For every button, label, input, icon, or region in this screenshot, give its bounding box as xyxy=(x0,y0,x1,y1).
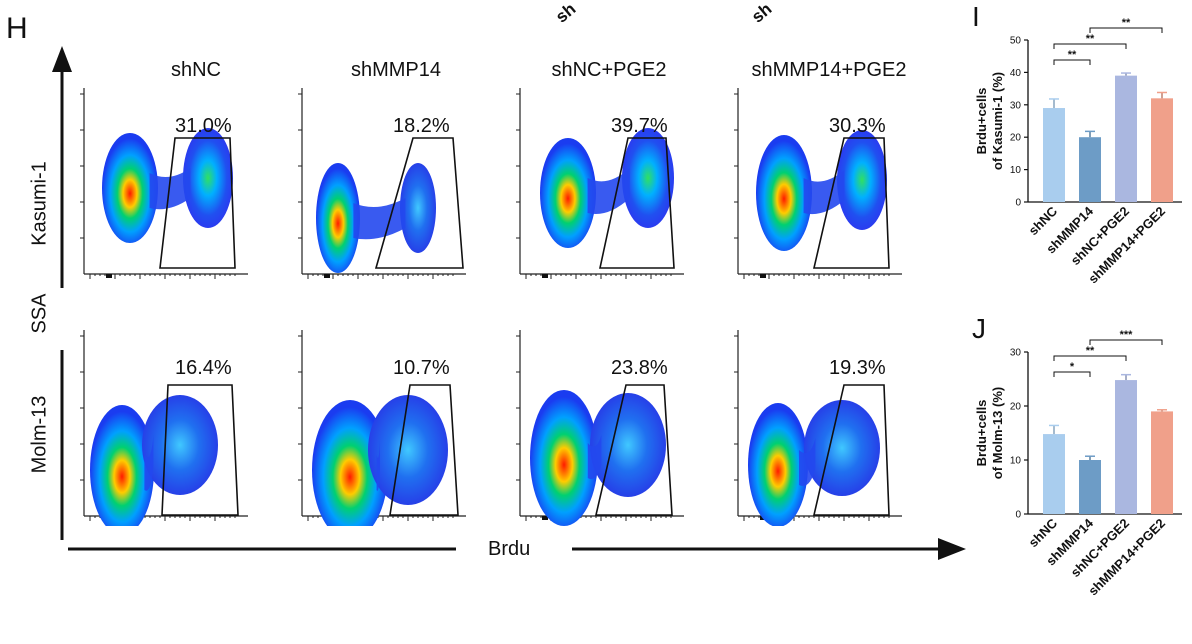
svg-text:of Molm-13 (%): of Molm-13 (%) xyxy=(990,387,1005,479)
density-cloud xyxy=(837,130,887,230)
column-header-shmmp14: shMMP14 xyxy=(350,59,442,81)
gate-polygon xyxy=(599,137,675,269)
significance-label: ** xyxy=(1086,345,1095,357)
y-tick-label: 40 xyxy=(1010,68,1022,79)
gate-percentage: 18.2% xyxy=(393,115,450,137)
gate-percentage: 30.3% xyxy=(829,115,886,137)
bar-shmmp14 xyxy=(1079,460,1101,514)
y-axis-label: Brdu+cells of Molm-13 (%) xyxy=(974,387,1005,479)
density-cloud xyxy=(804,400,880,496)
bar-shnc xyxy=(1043,434,1065,514)
flow-plot-kasumi1-2: 39.7% xyxy=(516,88,684,279)
density-cloud xyxy=(748,403,808,526)
significance-label: ** xyxy=(1086,33,1095,45)
panel-letter-j: J xyxy=(972,313,986,344)
flow-plot-kasumi1-0: 31.0% xyxy=(80,88,248,279)
gate-polygon xyxy=(389,384,459,516)
significance-bracket xyxy=(1089,339,1163,345)
y-tick-label: 30 xyxy=(1010,100,1022,111)
significance-label: ** xyxy=(1068,49,1077,61)
density-cloud xyxy=(368,395,448,505)
significance-bracket xyxy=(1053,59,1091,65)
density-cloud xyxy=(183,128,233,228)
significance-label: *** xyxy=(1120,329,1134,341)
density-cloud xyxy=(400,163,436,253)
flow-plot-molm13-2: 23.8% xyxy=(516,330,684,526)
y-tick-label: 10 xyxy=(1010,165,1022,176)
y-tick-label: 0 xyxy=(1015,198,1021,209)
svg-text:Brdu+cells: Brdu+cells xyxy=(974,88,989,155)
y-axis-label: Brdu+cells of Kasumi-1 (%) xyxy=(974,72,1005,170)
flow-plot-molm13-1: 10.7% xyxy=(298,330,466,526)
bar-shnc xyxy=(1043,108,1065,202)
gate-percentage: 39.7% xyxy=(611,115,668,137)
bar-shnc-pge2 xyxy=(1115,75,1137,202)
significance-bracket xyxy=(1053,371,1091,377)
flow-plot-kasumi1-3: 30.3% xyxy=(734,88,902,279)
y-tick-label: 0 xyxy=(1015,510,1021,521)
column-header-shnc-pge2: shNC+PGE2 xyxy=(551,59,667,81)
svg-text:of Kasumi-1 (%): of Kasumi-1 (%) xyxy=(990,72,1005,170)
significance-bracket xyxy=(1053,355,1127,361)
bar-shmmp14-pge2 xyxy=(1151,411,1173,514)
bar-shnc-pge2 xyxy=(1115,380,1137,514)
density-cloud xyxy=(756,135,812,251)
flow-plot-molm13-0: 16.4% xyxy=(80,330,248,526)
gate-polygon xyxy=(594,384,673,516)
flow-plot-kasumi1-1: 18.2% xyxy=(298,88,466,279)
gate-polygon xyxy=(159,137,236,269)
density-cloud xyxy=(316,163,360,273)
density-cloud xyxy=(540,138,596,248)
significance-label: ** xyxy=(1122,17,1131,29)
flow-plot-molm13-3: 19.3% xyxy=(734,330,902,526)
y-tick-label: 50 xyxy=(1010,36,1022,47)
y-tick-label: 10 xyxy=(1010,456,1022,467)
column-header-shnc: shNC xyxy=(170,59,221,81)
density-cloud xyxy=(312,400,388,526)
gate-polygon xyxy=(812,384,890,516)
panel-letter-i: I xyxy=(972,1,980,32)
gate-percentage: 19.3% xyxy=(829,357,886,379)
density-cloud xyxy=(622,128,674,228)
gate-percentage: 10.7% xyxy=(393,357,450,379)
bar-shmmp14-pge2 xyxy=(1151,98,1173,202)
gate-polygon xyxy=(812,137,890,269)
gate-polygon xyxy=(374,137,464,269)
y-tick-label: 20 xyxy=(1010,133,1022,144)
density-cloud xyxy=(590,393,666,497)
y-tick-label: 20 xyxy=(1010,402,1022,413)
density-cloud xyxy=(102,133,158,243)
significance-label: * xyxy=(1070,361,1075,373)
gate-percentage: 23.8% xyxy=(611,357,668,379)
panel-h-letter: H xyxy=(6,12,28,45)
gate-polygon xyxy=(161,384,239,516)
significance-bracket xyxy=(1053,43,1127,49)
gate-percentage: 16.4% xyxy=(175,357,232,379)
significance-bracket xyxy=(1089,27,1163,33)
svg-text:Brdu+cells: Brdu+cells xyxy=(974,400,989,467)
density-cloud xyxy=(142,395,218,495)
bar-shmmp14 xyxy=(1079,137,1101,202)
column-header-shmmp14-pge2: shMMP14+PGE2 xyxy=(751,59,907,81)
x-axis-label-brdu: Brdu xyxy=(488,538,531,560)
density-cloud xyxy=(90,405,154,526)
gate-percentage: 31.0% xyxy=(175,115,232,137)
y-tick-label: 30 xyxy=(1010,348,1022,359)
density-cloud xyxy=(530,390,598,526)
